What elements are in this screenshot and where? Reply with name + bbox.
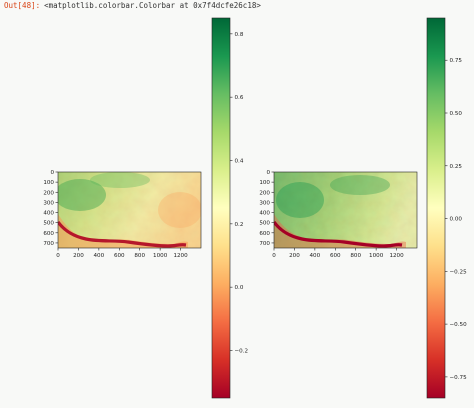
output-line: Out[48]: <matplotlib.colorbar.Colorbar at… (4, 1, 261, 10)
right-x-tick-label: 1000 (369, 253, 384, 259)
right-colorbar-tick-label: 0.75 (450, 58, 463, 64)
right-y-tick-label: 600 (259, 231, 270, 237)
left-y-tick-label: 100 (43, 180, 54, 186)
right-x-tick-label: 0 (272, 253, 276, 259)
right-x-tick-label: 600 (330, 253, 341, 259)
right-colorbar-tick-label: 0.50 (450, 111, 463, 117)
left-image-panel (57, 171, 202, 249)
right-y-tick-label: 700 (259, 241, 270, 247)
right-green-patch (276, 182, 324, 218)
right-colorbar-tick-label: 0.00 (450, 217, 463, 223)
right-y-tick-label: 100 (259, 180, 270, 186)
right-colorbar (426, 17, 446, 399)
left-x-tick-label: 0 (56, 253, 60, 259)
right-colorbar-tick-label: −0.25 (450, 269, 468, 275)
left-image-texture (58, 172, 201, 248)
right-river (274, 221, 403, 248)
right-image-texture (274, 172, 417, 248)
right-colorbar-tick-label: −0.50 (450, 322, 468, 328)
right-image-frame (273, 171, 418, 249)
left-y-tick-label: 300 (43, 200, 54, 206)
right-colorbar-tick-label: −0.75 (450, 375, 468, 381)
left-y-tick-label: 400 (43, 211, 54, 217)
right-y-tick-label: 300 (259, 200, 270, 206)
left-x-tick-label: 200 (73, 253, 84, 259)
left-y-tick-label: 500 (43, 221, 54, 227)
right-x-tick-label: 400 (310, 253, 321, 259)
left-orange-patch (158, 192, 201, 228)
left-colorbar-tick-label: 0.4 (235, 159, 244, 165)
right-image-panel (273, 171, 418, 249)
right-y-tick-label: 400 (259, 211, 270, 217)
left-image-frame (57, 171, 202, 249)
right-y-tick-label: 200 (259, 190, 270, 196)
left-x-tick-label: 600 (114, 253, 125, 259)
left-colorbar-tick-label: 0.8 (235, 32, 244, 38)
left-river (58, 221, 187, 248)
right-colorbar-tick-label: 0.25 (450, 164, 463, 170)
left-y-tick-label: 0 (50, 170, 54, 176)
left-colorbar-tick-label: 0.0 (235, 285, 244, 291)
right-x-tick-label: 200 (289, 253, 300, 259)
right-green-patch (330, 175, 390, 195)
left-x-tick-label: 400 (94, 253, 105, 259)
left-colorbar (211, 17, 231, 399)
right-y-tick-label: 0 (266, 170, 270, 176)
right-y-tick-label: 500 (259, 221, 270, 227)
left-y-tick-label: 200 (43, 190, 54, 196)
left-colorbar-tick-label: 0.6 (235, 95, 244, 101)
left-y-tick-label: 700 (43, 241, 54, 247)
left-colorbar-tick-label: −0.2 (235, 349, 249, 355)
output-repr: <matplotlib.colorbar.Colorbar at 0x7f4dc… (44, 1, 261, 10)
right-x-tick-label: 1200 (389, 253, 404, 259)
output-prompt: Out[48]: (4, 1, 41, 10)
left-x-tick-label: 800 (134, 253, 145, 259)
left-y-tick-label: 600 (43, 231, 54, 237)
left-x-tick-label: 1200 (173, 253, 188, 259)
right-x-tick-label: 800 (350, 253, 361, 259)
left-colorbar-tick-label: 0.2 (235, 222, 244, 228)
left-x-tick-label: 1000 (153, 253, 168, 259)
axis-ticks: 0 200 400 600 800 1000 12000100200300400500600… (43, 32, 467, 381)
left-green-patch (90, 172, 150, 188)
left-green-patch (58, 179, 106, 211)
